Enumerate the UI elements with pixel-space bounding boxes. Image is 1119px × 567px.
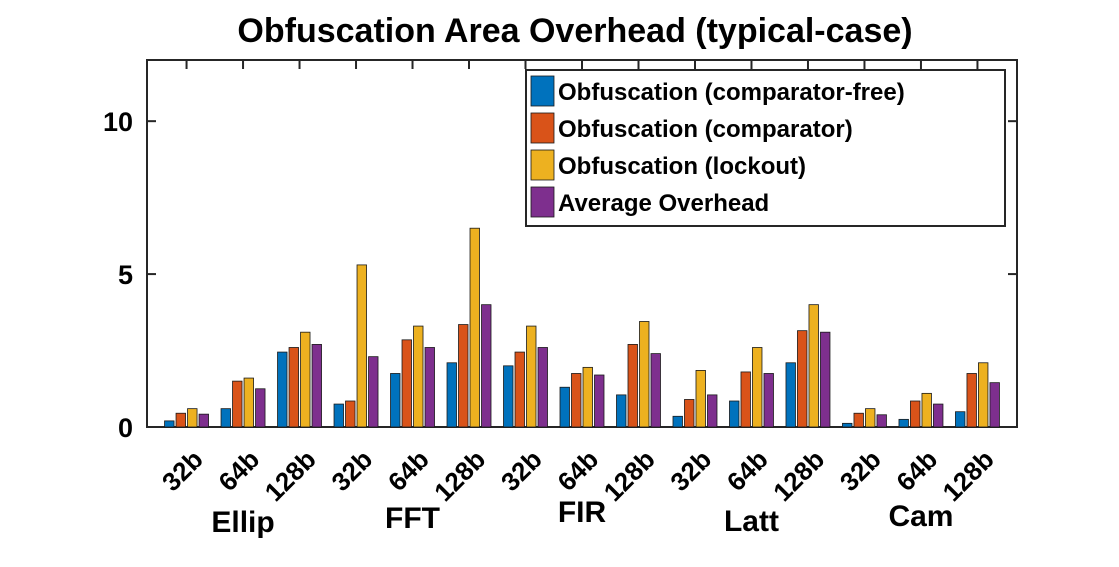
group-label: FIR [558, 496, 607, 529]
bar [345, 400, 356, 428]
bar [616, 394, 627, 428]
bar [808, 304, 819, 428]
bar [469, 227, 480, 428]
group-label: FFT [385, 502, 440, 535]
bar [594, 374, 605, 428]
legend-swatch [530, 186, 555, 218]
bar [514, 351, 525, 428]
bar [763, 373, 774, 428]
x-tick-label: 32b [664, 444, 717, 497]
bar [503, 365, 514, 428]
bar [752, 347, 763, 428]
bar [458, 324, 469, 428]
bar [921, 392, 932, 428]
bar [707, 394, 718, 428]
x-tick-label: 64b [890, 444, 943, 497]
x-tick-label: 64b [212, 444, 265, 497]
bar [785, 362, 796, 428]
bar [695, 370, 706, 428]
legend-label: Obfuscation (comparator) [558, 116, 853, 143]
bar [187, 408, 198, 428]
legend: Obfuscation (comparator-free) Obfuscation… [525, 69, 1006, 227]
bar [368, 356, 379, 428]
legend-label: Average Overhead [558, 190, 769, 217]
bar [300, 331, 311, 428]
group-label: Latt [724, 505, 779, 538]
x-tick-label: 128b [259, 444, 322, 507]
bar [989, 382, 1000, 428]
bar [729, 400, 740, 428]
bar [797, 330, 808, 428]
y-tick-label: 0 [118, 413, 133, 443]
bar [175, 412, 186, 428]
legend-swatch [530, 112, 555, 144]
x-tick-label: 32b [325, 444, 378, 497]
chart-title: Obfuscation Area Overhead (typical-case) [237, 12, 912, 50]
x-tick-label: 32b [156, 444, 209, 497]
x-tick-label: 64b [382, 444, 435, 497]
bar [164, 420, 175, 428]
group-label: Cam [888, 500, 953, 533]
bar [333, 403, 344, 428]
bar [650, 353, 661, 428]
bar [311, 344, 322, 428]
legend-label: Obfuscation (comparator-free) [558, 79, 905, 106]
bar [401, 339, 412, 428]
x-tick-label: 128b [428, 444, 491, 507]
bar [526, 325, 537, 428]
legend-label: Obfuscation (lockout) [558, 153, 806, 180]
x-tick-label: 64b [721, 444, 774, 497]
bar [424, 347, 435, 428]
bar [865, 408, 876, 428]
bar [255, 388, 266, 428]
bar [740, 371, 751, 428]
bar [966, 373, 977, 428]
bar [627, 344, 638, 428]
bar [876, 414, 887, 428]
bar [446, 362, 457, 428]
bar [537, 347, 548, 428]
bar [820, 331, 831, 428]
legend-box [525, 69, 1006, 227]
bar [413, 325, 424, 428]
legend-swatch [530, 149, 555, 181]
y-tick-label: 5 [118, 260, 133, 290]
bar [955, 411, 966, 428]
bar [277, 351, 288, 428]
x-tick-label: 32b [495, 444, 548, 497]
bar [898, 418, 909, 428]
bar [853, 412, 864, 428]
x-tick-label: 64b [551, 444, 604, 497]
bar [684, 399, 695, 428]
bar [356, 264, 367, 428]
y-tick-label: 10 [103, 107, 133, 137]
bar [978, 362, 989, 428]
bar [481, 304, 492, 428]
bar [220, 408, 231, 428]
group-label: Ellip [211, 506, 274, 539]
bar [198, 413, 209, 428]
bar [582, 366, 593, 428]
bar [390, 373, 401, 428]
bar [243, 377, 254, 428]
bar [232, 380, 243, 428]
x-tick-label: 32b [834, 444, 887, 497]
bar [672, 415, 683, 428]
bar [559, 386, 570, 428]
bar [571, 373, 582, 428]
bar [933, 403, 944, 428]
bar [910, 400, 921, 428]
legend-swatch [530, 75, 555, 107]
bar [288, 347, 299, 428]
x-tick-label: 128b [598, 444, 661, 507]
bar [842, 422, 853, 428]
bar [639, 321, 650, 428]
x-tick-label: 128b [937, 444, 1000, 507]
x-tick-label: 128b [767, 444, 830, 507]
